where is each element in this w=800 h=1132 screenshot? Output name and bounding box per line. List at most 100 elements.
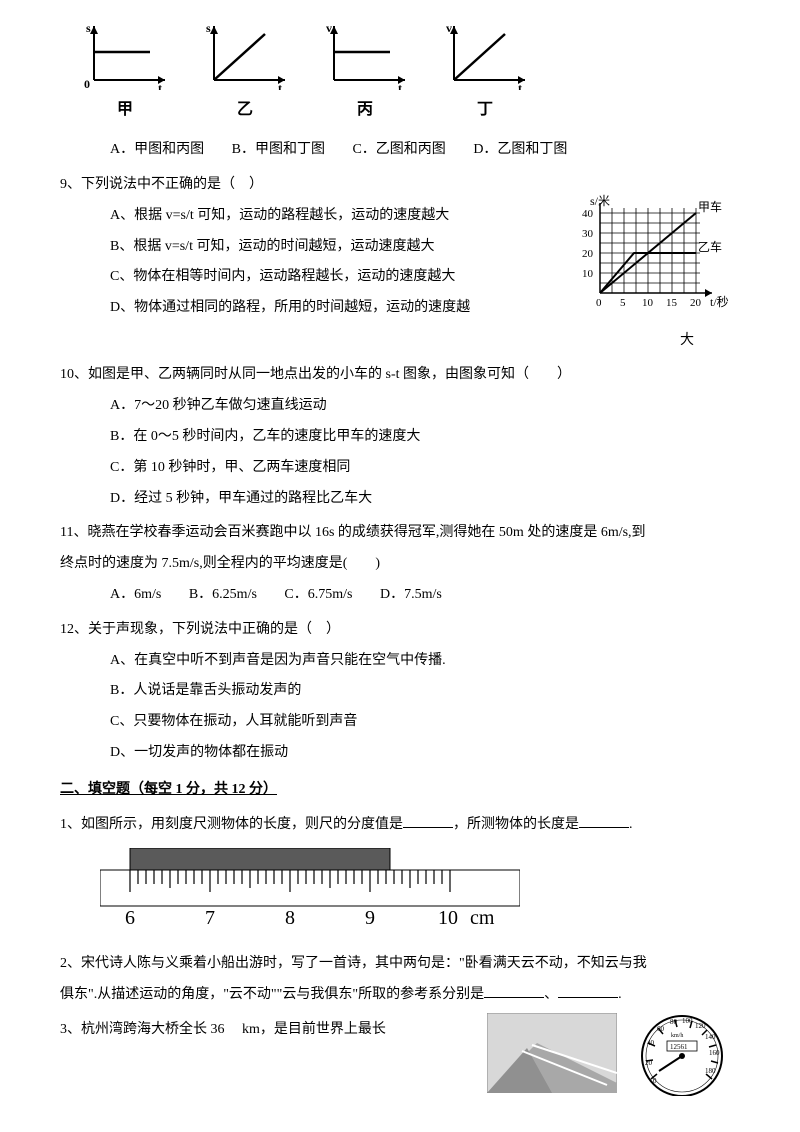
svg-text:180: 180 [705, 1067, 716, 1075]
svg-text:160: 160 [709, 1049, 720, 1057]
q11-opt-a: A．6m/s [110, 587, 161, 602]
svg-text:t: t [278, 81, 282, 90]
graph-bing: v t 丙 [320, 20, 410, 127]
graph-jia: s t 0 甲 [80, 20, 170, 127]
svg-text:20: 20 [690, 297, 702, 309]
bridge-image [487, 1013, 617, 1093]
q10-opt-c: C．第 10 秒钟时，甲、乙两车速度相同 [60, 453, 740, 484]
svg-text:40: 40 [647, 1039, 655, 1047]
q12-opt-c: C、只要物体在振动，人耳就能听到声音 [60, 707, 740, 738]
svg-text:cm: cm [470, 907, 495, 928]
svg-text:0: 0 [84, 77, 90, 90]
q10-opt-d: D．经过 5 秒钟，甲车通过的路程比乙车大 [60, 484, 740, 515]
q8-opt-a: A．甲图和丙图 [110, 142, 204, 157]
graph-label-jia: 甲 [117, 92, 133, 127]
q11-opt-b: B．6.25m/s [189, 587, 257, 602]
q11-options: A．6m/s B．6.25m/s C．6.75m/s D．7.5m/s [60, 580, 740, 611]
svg-text:6: 6 [125, 907, 135, 928]
q11: 11、晓燕在学校春季运动会百米赛跑中以 16s 的成绩获得冠军,测得她在 50m… [60, 518, 740, 610]
fill3-images: 0 20 40 60 80 100 120 140 160 180 km/h 1… [487, 1011, 730, 1096]
svg-text:t: t [158, 81, 162, 90]
q11-opt-c: C．6.75m/s [284, 587, 352, 602]
fill1-blank1[interactable] [403, 813, 453, 828]
svg-text:140: 140 [705, 1033, 716, 1041]
svg-text:s: s [86, 21, 91, 35]
fill2-line2: 俱东".从描述运动的角度，"云不动""云与我俱东"所取的参考系分别是 、. [60, 980, 740, 1011]
q12-opt-d: D、一切发声的物体都在振动 [60, 738, 740, 769]
fill1: 1、如图所示，用刻度尺测物体的长度，则尺的分度值是 ，所测物体的长度是. [60, 810, 740, 841]
svg-text:60: 60 [657, 1025, 665, 1033]
q10-opt-a: A．7～20 秒钟乙车做匀速直线运动 [60, 391, 740, 422]
section2-title: 二、填空题（每空 1 分，共 12 分） [60, 775, 740, 806]
q10-chart: s/米 [570, 193, 740, 326]
svg-text:s: s [206, 21, 211, 35]
svg-text:t: t [398, 81, 402, 90]
svg-text:t/秒: t/秒 [710, 295, 729, 309]
svg-text:5: 5 [620, 297, 626, 309]
fill1-suf: . [629, 817, 633, 832]
graph-label-yi: 乙 [237, 92, 253, 127]
graph-ding: v t 丁 [440, 20, 530, 127]
svg-text:8: 8 [285, 907, 295, 928]
q9-opt-d-pre: D、物体通过相同的路程，所用的时间越短，运动的速度越 [110, 300, 470, 315]
q8-opt-d: D．乙图和丁图 [473, 142, 567, 157]
graph-yi-svg: s t [200, 20, 290, 90]
q12-stem: 12、关于声现象，下列说法中正确的是（ ） [60, 615, 740, 646]
graph-bing-svg: v t [320, 20, 410, 90]
svg-text:10: 10 [642, 297, 654, 309]
fill2-blank2[interactable] [558, 983, 618, 998]
fill2: 2、宋代诗人陈与义乘着小船出游时，写了一首诗，其中两句是："卧看满天云不动，不知… [60, 949, 740, 1011]
svg-text:0: 0 [596, 297, 602, 309]
fill1-blank2[interactable] [579, 813, 629, 828]
fill2-suf: . [618, 987, 622, 1002]
q10-stem: 10、如图是甲、乙两辆同时从同一地点出发的小车的 s-t 图象，由图象可知（ ） [60, 360, 740, 391]
graph-jia-svg: s t 0 [80, 20, 170, 90]
svg-text:v: v [326, 21, 332, 35]
q12-opt-b: B．人说话是靠舌头振动发声的 [60, 676, 740, 707]
svg-text:km/h: km/h [671, 1033, 683, 1039]
svg-text:15: 15 [666, 297, 678, 309]
graph-ding-svg: v t [440, 20, 530, 90]
graph-label-ding: 丁 [477, 92, 493, 127]
fill1-pre: 1、如图所示，用刻度尺测物体的长度，则尺的分度值是 [60, 817, 403, 832]
q10: 10、如图是甲、乙两辆同时从同一地点出发的小车的 s-t 图象，由图象可知（ ）… [60, 360, 740, 514]
svg-text:120: 120 [695, 1022, 706, 1030]
q9: 9、下列说法中不正确的是（ ） s/米 [60, 170, 740, 356]
svg-text:80: 80 [670, 1018, 678, 1026]
svg-text:40: 40 [582, 208, 594, 220]
svg-text:20: 20 [645, 1059, 653, 1067]
svg-text:0: 0 [653, 1077, 657, 1085]
svg-text:甲车: 甲车 [698, 199, 722, 214]
svg-text:10: 10 [438, 907, 458, 928]
svg-text:100: 100 [682, 1017, 693, 1025]
fill3: 0 20 40 60 80 100 120 140 160 180 km/h 1… [60, 1015, 740, 1046]
graph-label-bing: 丙 [357, 92, 373, 127]
fill2-blank1[interactable] [484, 983, 544, 998]
q12: 12、关于声现象，下列说法中正确的是（ ） A、在真空中听不到声音是因为声音只能… [60, 615, 740, 769]
ruler: 6 7 8 9 10 cm [100, 848, 740, 941]
fill2-line2-pre: 俱东".从描述运动的角度，"云不动""云与我俱东"所取的参考系分别是 [60, 987, 484, 1002]
q11-opt-d: D．7.5m/s [380, 587, 442, 602]
speedometer: 0 20 40 60 80 100 120 140 160 180 km/h 1… [635, 1011, 730, 1096]
svg-text:v: v [446, 21, 452, 35]
q11-line1: 11、晓燕在学校春季运动会百米赛跑中以 16s 的成绩获得冠军,测得她在 50m… [60, 518, 740, 549]
q8-options: A．甲图和丙图 B．甲图和丁图 C．乙图和丙图 D．乙图和丁图 [60, 135, 740, 166]
svg-text:20: 20 [582, 248, 594, 260]
svg-text:30: 30 [582, 228, 594, 240]
svg-text:7: 7 [205, 907, 215, 928]
q8-opt-c: C．乙图和丙图 [352, 142, 445, 157]
fill2-sep: 、 [544, 987, 558, 1002]
q11-line2: 终点时的速度为 7.5m/s,则全程内的平均速度是( ) [60, 549, 740, 580]
svg-text:10: 10 [582, 268, 594, 280]
svg-text:9: 9 [365, 907, 375, 928]
odometer-value: 12561 [670, 1043, 688, 1051]
q12-opt-a: A、在真空中听不到声音是因为声音只能在空气中传播. [60, 646, 740, 677]
q8-opt-b: B．甲图和丁图 [232, 142, 325, 157]
fill1-mid: ，所测物体的长度是 [453, 817, 579, 832]
graphs-row: s t 0 甲 s t 乙 [80, 20, 740, 127]
q10-opt-b: B．在 0～5 秒时间内，乙车的速度比甲车的速度大 [60, 422, 740, 453]
svg-text:乙车: 乙车 [698, 239, 722, 254]
graph-yi: s t 乙 [200, 20, 290, 127]
fill2-line1: 2、宋代诗人陈与义乘着小船出游时，写了一首诗，其中两句是："卧看满天云不动，不知… [60, 949, 740, 980]
svg-text:t: t [518, 81, 522, 90]
